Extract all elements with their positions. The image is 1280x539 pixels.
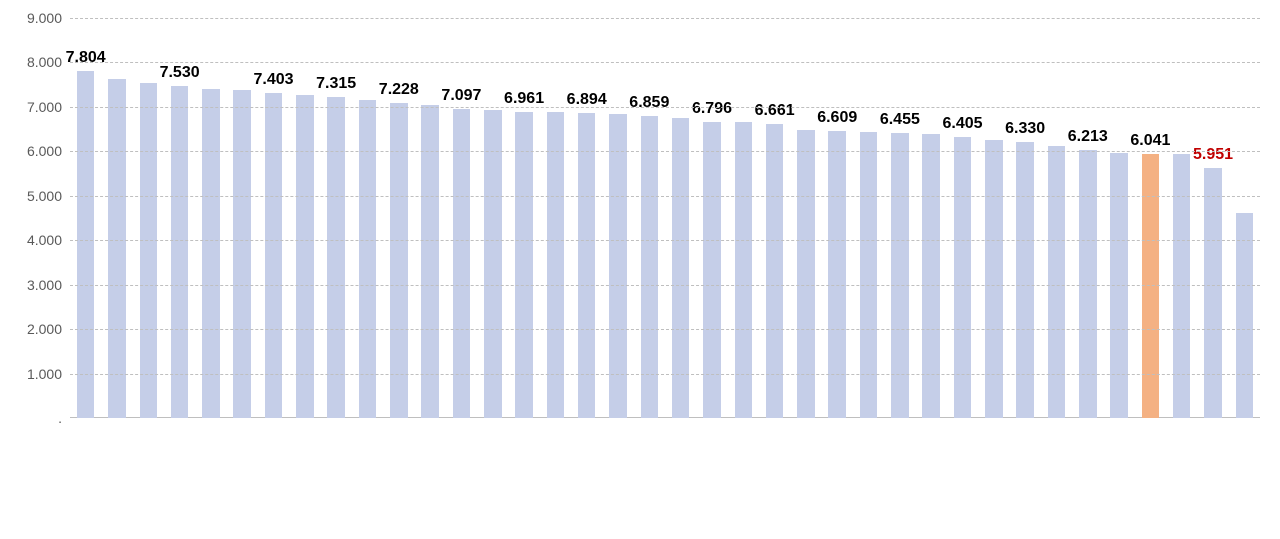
bar	[1236, 213, 1254, 418]
bar	[609, 114, 627, 418]
plot-area: 7.8047.5307.4037.3157.2287.0976.9616.894…	[70, 18, 1260, 418]
bar	[922, 134, 940, 418]
y-tick-label: 9.000	[27, 10, 70, 26]
bar	[484, 110, 502, 418]
bar	[1204, 168, 1222, 418]
bar	[797, 130, 815, 418]
bar	[265, 93, 283, 418]
gridline	[70, 285, 1260, 286]
gridline	[70, 151, 1260, 152]
bar	[1016, 142, 1034, 418]
bar	[578, 113, 596, 418]
value-label: 6.455	[880, 111, 920, 129]
bar	[327, 97, 345, 418]
y-tick-label: 8.000	[27, 54, 70, 70]
bar	[171, 86, 189, 418]
y-baseline-dot: .	[58, 410, 70, 426]
bar	[860, 132, 878, 418]
gridline	[70, 62, 1260, 63]
value-label: 6.609	[817, 109, 857, 127]
value-label: 6.661	[755, 102, 795, 120]
bar	[296, 95, 314, 418]
value-label: 6.859	[629, 94, 669, 112]
value-label: 7.530	[160, 64, 200, 82]
happiness-bar-chart: 7.8047.5307.4037.3157.2287.0976.9616.894…	[0, 0, 1280, 539]
y-tick-label: 3.000	[27, 277, 70, 293]
bars-layer: 7.8047.5307.4037.3157.2287.0976.9616.894…	[70, 18, 1260, 418]
value-label: 6.330	[1005, 120, 1045, 138]
value-label: 7.097	[441, 87, 481, 105]
gridline	[70, 329, 1260, 330]
value-label: 5.951	[1193, 146, 1233, 164]
value-label: 6.796	[692, 100, 732, 118]
value-label: 6.405	[942, 115, 982, 133]
value-label: 6.213	[1068, 128, 1108, 146]
gridline	[70, 107, 1260, 108]
gridline	[70, 374, 1260, 375]
gridline	[70, 18, 1260, 19]
bar	[1142, 154, 1160, 418]
y-tick-label: 4.000	[27, 232, 70, 248]
bar	[1048, 146, 1066, 418]
bar	[453, 109, 471, 418]
bar	[515, 112, 533, 418]
value-label: 7.315	[316, 75, 356, 93]
y-tick-label: 2.000	[27, 321, 70, 337]
value-label: 7.804	[66, 49, 106, 67]
bar	[359, 100, 377, 418]
bar	[77, 71, 95, 418]
value-label: 6.041	[1130, 132, 1170, 150]
y-tick-label: 5.000	[27, 188, 70, 204]
gridline	[70, 196, 1260, 197]
bar	[202, 89, 220, 418]
y-tick-label: 6.000	[27, 143, 70, 159]
y-tick-label: 7.000	[27, 99, 70, 115]
value-label: 7.403	[254, 71, 294, 89]
bar	[233, 90, 251, 418]
bar	[985, 140, 1003, 418]
bar	[547, 112, 565, 418]
bar	[140, 83, 158, 418]
gridline	[70, 240, 1260, 241]
bar	[390, 103, 408, 418]
value-label: 6.961	[504, 90, 544, 108]
bar	[1173, 154, 1191, 418]
y-tick-label: 1.000	[27, 366, 70, 382]
value-label: 7.228	[379, 81, 419, 99]
bar	[954, 137, 972, 418]
bar	[108, 79, 126, 418]
bar	[828, 131, 846, 418]
bar	[891, 133, 909, 418]
